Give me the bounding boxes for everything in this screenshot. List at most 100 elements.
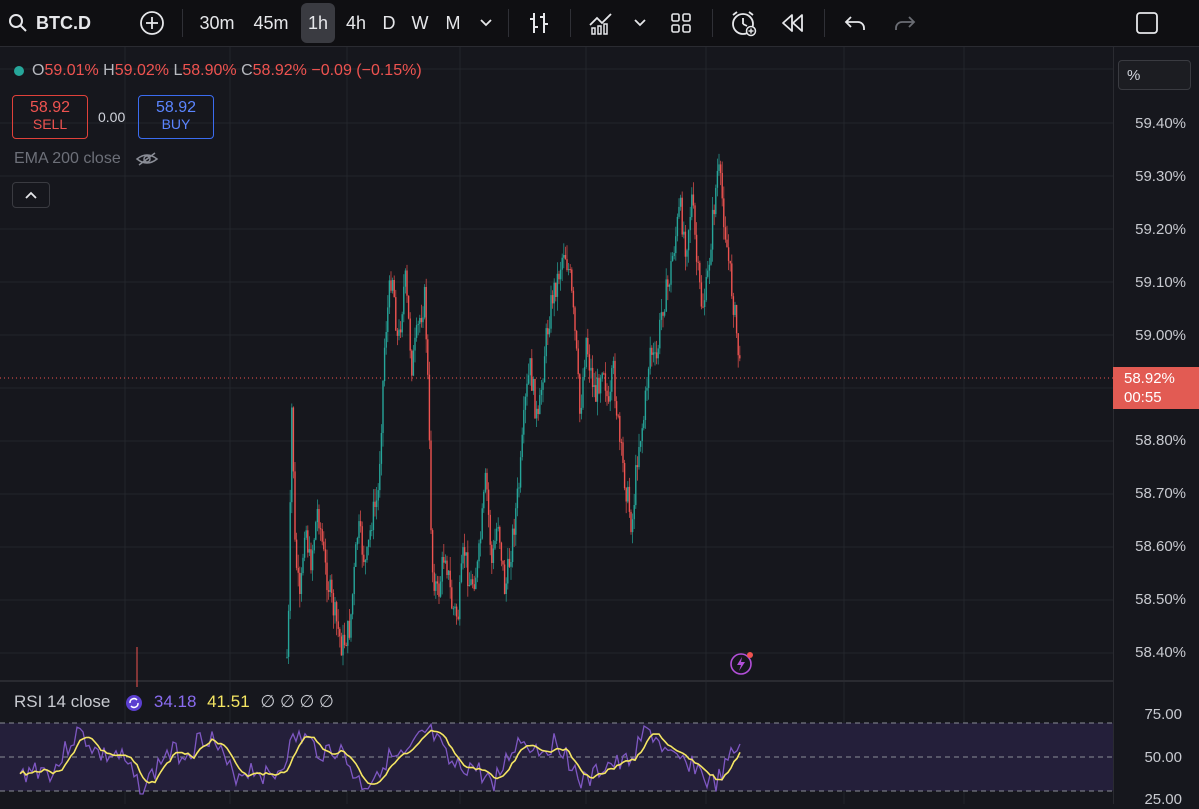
- candle-body: [707, 270, 709, 277]
- candle-body: [489, 514, 491, 545]
- candle-body: [582, 377, 584, 408]
- candle-body: [703, 300, 706, 307]
- candle-body: [532, 379, 535, 391]
- candle-body: [695, 234, 698, 262]
- candle-body: [524, 396, 527, 410]
- candle-body: [523, 409, 525, 435]
- candle-body: [286, 656, 288, 658]
- candle-body: [585, 338, 587, 368]
- undo-button[interactable]: [838, 0, 872, 46]
- candle-body: [574, 307, 576, 331]
- candle-body: [451, 587, 453, 609]
- candle-body: [443, 557, 445, 563]
- candle-body: [735, 305, 738, 334]
- compare-button[interactable]: [136, 0, 168, 46]
- bar-countdown: 00:55: [1124, 389, 1162, 406]
- candle-body: [668, 284, 671, 287]
- rsi-axis-label: 25.00: [1144, 791, 1182, 808]
- candle-body: [372, 501, 375, 530]
- chevron-down-icon: [634, 19, 646, 27]
- candle-body: [382, 381, 384, 433]
- candle-body: [404, 270, 407, 287]
- spread-value: 0.00: [98, 109, 126, 125]
- hidden-eye-icon[interactable]: [135, 151, 159, 167]
- replay-button[interactable]: [776, 0, 810, 46]
- candle-body: [623, 463, 626, 489]
- alert-button[interactable]: [726, 0, 760, 46]
- ohlc-legend: O59.01% H59.02% L58.90% C58.92% −0.09 (−…: [14, 62, 422, 80]
- candle-body: [684, 231, 687, 257]
- price-axis-label: 58.80%: [1135, 432, 1186, 449]
- news-flash-button[interactable]: [729, 650, 755, 676]
- candle-body: [723, 198, 725, 228]
- candle-body: [364, 560, 367, 563]
- timeframe-1h[interactable]: 1h: [301, 3, 335, 43]
- candle-body: [547, 328, 549, 335]
- timeframe-dropdown[interactable]: [474, 0, 498, 46]
- candle-body: [647, 368, 650, 388]
- timeframe-m[interactable]: M: [445, 12, 461, 33]
- open-label: O: [32, 62, 45, 79]
- bar-style-button[interactable]: [522, 0, 556, 46]
- timeframe-4h[interactable]: 4h: [345, 12, 367, 33]
- candle-body: [607, 396, 610, 402]
- unit-selector[interactable]: %: [1118, 60, 1191, 90]
- candle-body: [388, 280, 391, 308]
- layouts-button[interactable]: [664, 0, 698, 46]
- candle-body: [431, 530, 434, 573]
- candle-body: [452, 608, 455, 610]
- candle-body: [348, 620, 351, 638]
- candle-body: [307, 530, 309, 553]
- toolbar-divider: [508, 9, 509, 37]
- candle-body: [484, 472, 487, 492]
- candle-body: [526, 383, 528, 397]
- candle-body: [654, 352, 656, 354]
- collapse-legend-button[interactable]: [12, 182, 50, 208]
- chart-canvas[interactable]: [0, 47, 1113, 804]
- sync-icon[interactable]: [125, 694, 143, 712]
- redo-button[interactable]: [888, 0, 922, 46]
- candle-body: [655, 352, 658, 359]
- candle-body: [548, 328, 551, 335]
- candle-body: [686, 250, 688, 257]
- candle-body: [403, 286, 405, 315]
- candle-body: [300, 573, 303, 594]
- candle-body: [438, 583, 440, 597]
- open-value: 59.01%: [44, 62, 99, 79]
- rsi-legend[interactable]: RSI 14 close 34.18 41.51 ∅ ∅ ∅ ∅: [14, 692, 334, 712]
- price-axis[interactable]: 59.40% 59.30% 59.20% 59.10% 59.00% 58.80…: [1113, 47, 1199, 808]
- symbol-search[interactable]: BTC.D: [8, 0, 100, 46]
- candle-body: [657, 348, 659, 359]
- timeframe-30m[interactable]: 30m: [199, 12, 235, 33]
- indicators-dropdown[interactable]: [628, 0, 652, 46]
- candle-body: [691, 194, 693, 218]
- candle-body: [454, 606, 456, 609]
- indicators-button[interactable]: [584, 0, 618, 46]
- candle-body: [531, 358, 533, 391]
- candle-body: [491, 544, 493, 563]
- candle-body: [324, 549, 327, 563]
- timeframe-w[interactable]: W: [411, 12, 429, 33]
- fullscreen-button[interactable]: [1130, 0, 1164, 46]
- timeframe-d[interactable]: D: [382, 12, 396, 33]
- candle-body: [345, 645, 347, 646]
- ema-legend[interactable]: EMA 200 close: [14, 150, 159, 168]
- candle-body: [407, 295, 410, 319]
- candle-body: [481, 508, 483, 539]
- buy-button[interactable]: 58.92 BUY: [138, 95, 214, 139]
- close-value: 58.92%: [252, 62, 307, 79]
- candle-body: [700, 282, 703, 307]
- candle-body: [500, 542, 503, 561]
- sell-button[interactable]: 58.92 SELL: [12, 95, 88, 139]
- candle-body: [694, 205, 696, 235]
- candle-body: [423, 287, 426, 318]
- candle-body: [395, 297, 397, 331]
- candle-body: [683, 231, 685, 235]
- candle-body: [337, 621, 339, 629]
- timeframe-45m[interactable]: 45m: [253, 12, 289, 33]
- candle-body: [343, 634, 346, 645]
- candle-body: [687, 230, 690, 251]
- price-chart[interactable]: [0, 47, 1113, 804]
- candle-body: [667, 279, 669, 287]
- candle-body: [470, 579, 472, 585]
